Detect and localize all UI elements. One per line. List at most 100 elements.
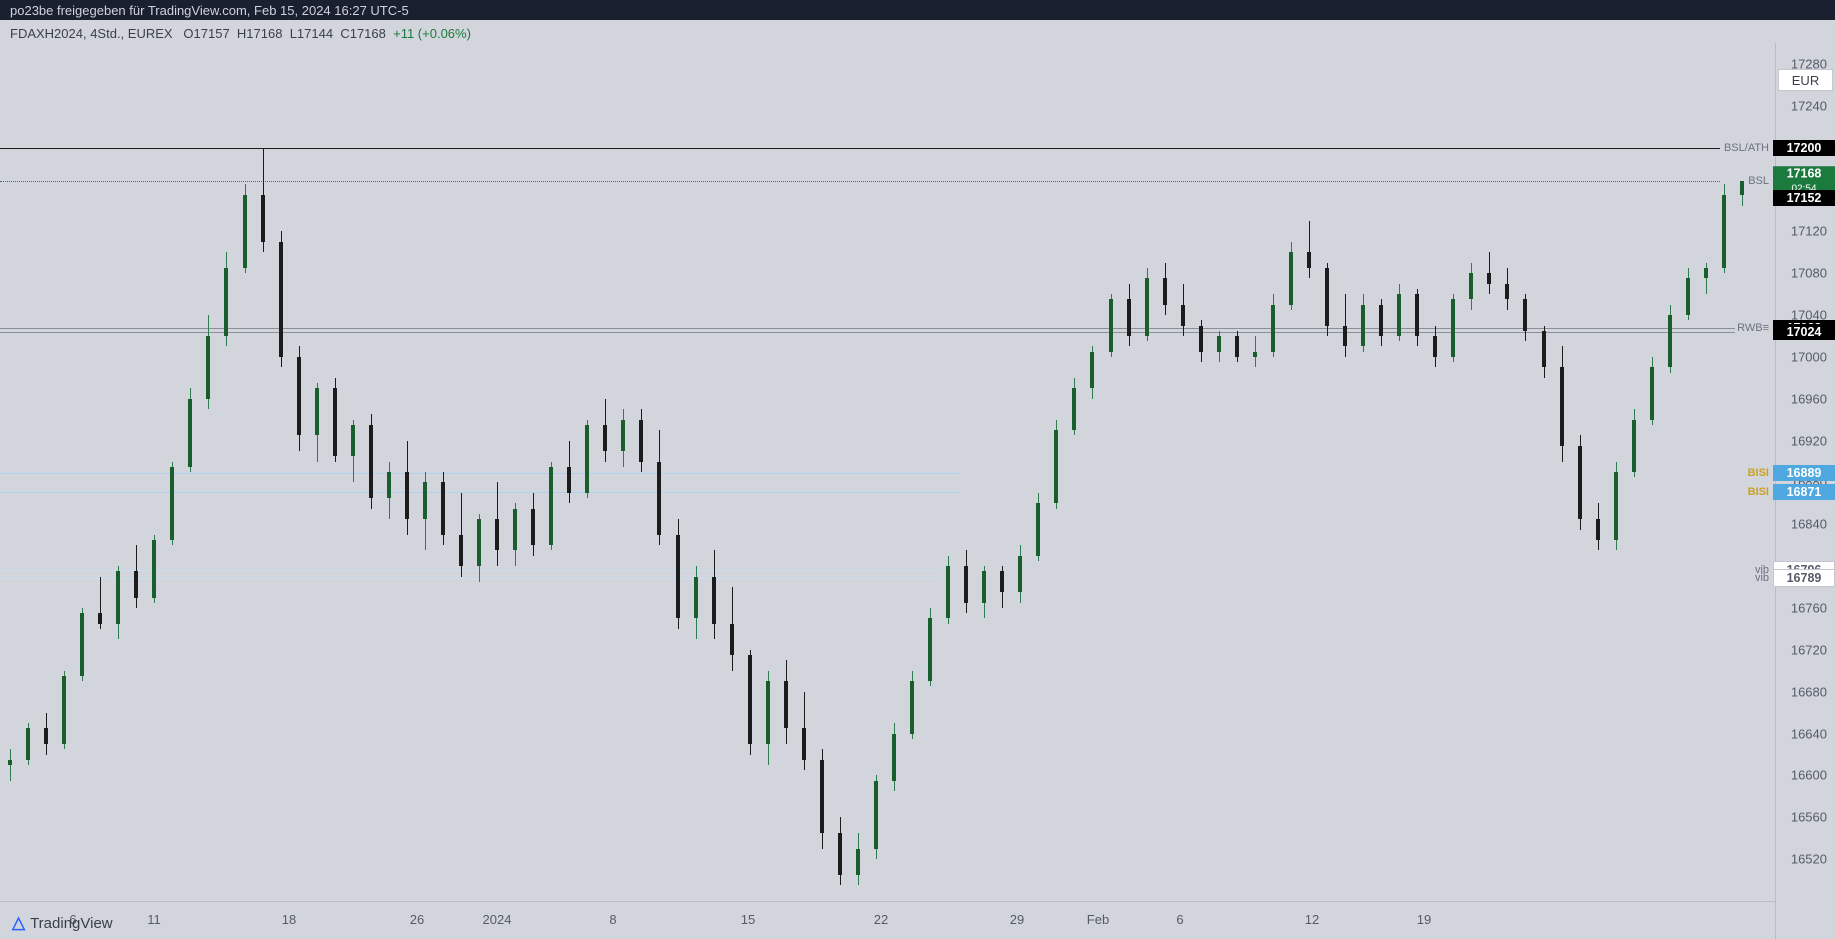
candle-body[interactable] bbox=[62, 676, 66, 744]
candle-body[interactable] bbox=[1523, 299, 1527, 330]
candle-body[interactable] bbox=[1054, 430, 1058, 503]
candle-body[interactable] bbox=[531, 509, 535, 546]
candle-body[interactable] bbox=[1560, 367, 1564, 445]
candle-body[interactable] bbox=[26, 728, 30, 759]
candle-body[interactable] bbox=[1072, 388, 1076, 430]
candle-body[interactable] bbox=[1722, 195, 1726, 268]
candle-body[interactable] bbox=[1578, 446, 1582, 519]
candle-body[interactable] bbox=[603, 425, 607, 451]
candle-body[interactable] bbox=[910, 681, 914, 733]
candle-body[interactable] bbox=[694, 577, 698, 619]
candle-body[interactable] bbox=[784, 681, 788, 728]
candle-body[interactable] bbox=[982, 571, 986, 602]
candle-body[interactable] bbox=[676, 535, 680, 619]
candle-body[interactable] bbox=[657, 462, 661, 535]
candle-body[interactable] bbox=[1018, 556, 1022, 593]
candle-body[interactable] bbox=[946, 566, 950, 618]
candle-body[interactable] bbox=[1361, 305, 1365, 347]
candle-body[interactable] bbox=[928, 618, 932, 681]
candle-wick[interactable] bbox=[10, 749, 11, 780]
candle-body[interactable] bbox=[1668, 315, 1672, 367]
candle-body[interactable] bbox=[1036, 503, 1040, 555]
candle-body[interactable] bbox=[423, 482, 427, 519]
candle-body[interactable] bbox=[1199, 326, 1203, 352]
candle-body[interactable] bbox=[441, 482, 445, 534]
candle-body[interactable] bbox=[224, 268, 228, 336]
candle-body[interactable] bbox=[838, 833, 842, 875]
candle-body[interactable] bbox=[802, 728, 806, 759]
candle-body[interactable] bbox=[1650, 367, 1654, 419]
candle-body[interactable] bbox=[1343, 326, 1347, 347]
candle-body[interactable] bbox=[116, 571, 120, 623]
candle-body[interactable] bbox=[621, 420, 625, 451]
candle-body[interactable] bbox=[333, 388, 337, 456]
candle-body[interactable] bbox=[1433, 336, 1437, 357]
candle-body[interactable] bbox=[1253, 352, 1257, 357]
candle-body[interactable] bbox=[188, 399, 192, 467]
candle-body[interactable] bbox=[1271, 305, 1275, 352]
candle-body[interactable] bbox=[297, 357, 301, 435]
candle-body[interactable] bbox=[820, 760, 824, 833]
candle-body[interactable] bbox=[856, 849, 860, 875]
candle-wick[interactable] bbox=[1309, 221, 1310, 279]
candle-body[interactable] bbox=[1163, 278, 1167, 304]
candle-body[interactable] bbox=[1704, 268, 1708, 278]
candle-body[interactable] bbox=[513, 509, 517, 551]
candle-body[interactable] bbox=[80, 613, 84, 676]
candle-body[interactable] bbox=[639, 420, 643, 462]
candle-body[interactable] bbox=[1397, 294, 1401, 336]
candle-body[interactable] bbox=[351, 425, 355, 456]
candle-body[interactable] bbox=[1325, 268, 1329, 326]
candle-body[interactable] bbox=[98, 613, 102, 623]
candle-body[interactable] bbox=[766, 681, 770, 744]
candle-body[interactable] bbox=[1145, 278, 1149, 336]
candle-body[interactable] bbox=[206, 336, 210, 399]
candle-body[interactable] bbox=[387, 472, 391, 498]
candle-body[interactable] bbox=[152, 540, 156, 598]
candle-body[interactable] bbox=[477, 519, 481, 566]
candle-body[interactable] bbox=[243, 195, 247, 268]
candle-body[interactable] bbox=[459, 535, 463, 566]
x-axis[interactable]: 6 11 18 26 2024 8 15 22 29 Feb 6 12 19 bbox=[0, 901, 1775, 939]
candle-body[interactable] bbox=[585, 425, 589, 493]
candle-body[interactable] bbox=[1542, 331, 1546, 368]
candle-body[interactable] bbox=[1289, 252, 1293, 304]
candle-body[interactable] bbox=[1505, 284, 1509, 300]
candle-body[interactable] bbox=[315, 388, 319, 435]
chart-canvas[interactable]: EUR 172801724017200171601712017080170401… bbox=[0, 43, 1835, 939]
candle-body[interactable] bbox=[1686, 278, 1690, 315]
candle-body[interactable] bbox=[1451, 299, 1455, 357]
candle-body[interactable] bbox=[405, 472, 409, 519]
candle-body[interactable] bbox=[1469, 273, 1473, 299]
candle-body[interactable] bbox=[1632, 420, 1636, 472]
candle-body[interactable] bbox=[1217, 336, 1221, 352]
candle-body[interactable] bbox=[279, 242, 283, 357]
candle-body[interactable] bbox=[1127, 299, 1131, 336]
candle-body[interactable] bbox=[1090, 352, 1094, 389]
candle-body[interactable] bbox=[1000, 571, 1004, 592]
candle-body[interactable] bbox=[874, 781, 878, 849]
candle-body[interactable] bbox=[549, 467, 553, 545]
candle-body[interactable] bbox=[1379, 305, 1383, 336]
candle-body[interactable] bbox=[1235, 336, 1239, 357]
candle-body[interactable] bbox=[495, 519, 499, 550]
candle-body[interactable] bbox=[892, 734, 896, 781]
candle-body[interactable] bbox=[964, 566, 968, 603]
candle-body[interactable] bbox=[1307, 252, 1311, 268]
candle-body[interactable] bbox=[712, 577, 716, 624]
candle-body[interactable] bbox=[134, 571, 138, 597]
candle-body[interactable] bbox=[567, 467, 571, 493]
candle-body[interactable] bbox=[261, 195, 265, 242]
candle-body[interactable] bbox=[1487, 273, 1491, 283]
candle-body[interactable] bbox=[1181, 305, 1185, 326]
candle-body[interactable] bbox=[8, 760, 12, 765]
candle-body[interactable] bbox=[1596, 519, 1600, 540]
candle-body[interactable] bbox=[748, 655, 752, 744]
candle-body[interactable] bbox=[170, 467, 174, 540]
candle-body[interactable] bbox=[44, 728, 48, 744]
candle-body[interactable] bbox=[1740, 181, 1744, 195]
candle-body[interactable] bbox=[1109, 299, 1113, 351]
candle-body[interactable] bbox=[1614, 472, 1618, 540]
candlestick-series[interactable] bbox=[0, 43, 1835, 901]
candle-body[interactable] bbox=[369, 425, 373, 498]
